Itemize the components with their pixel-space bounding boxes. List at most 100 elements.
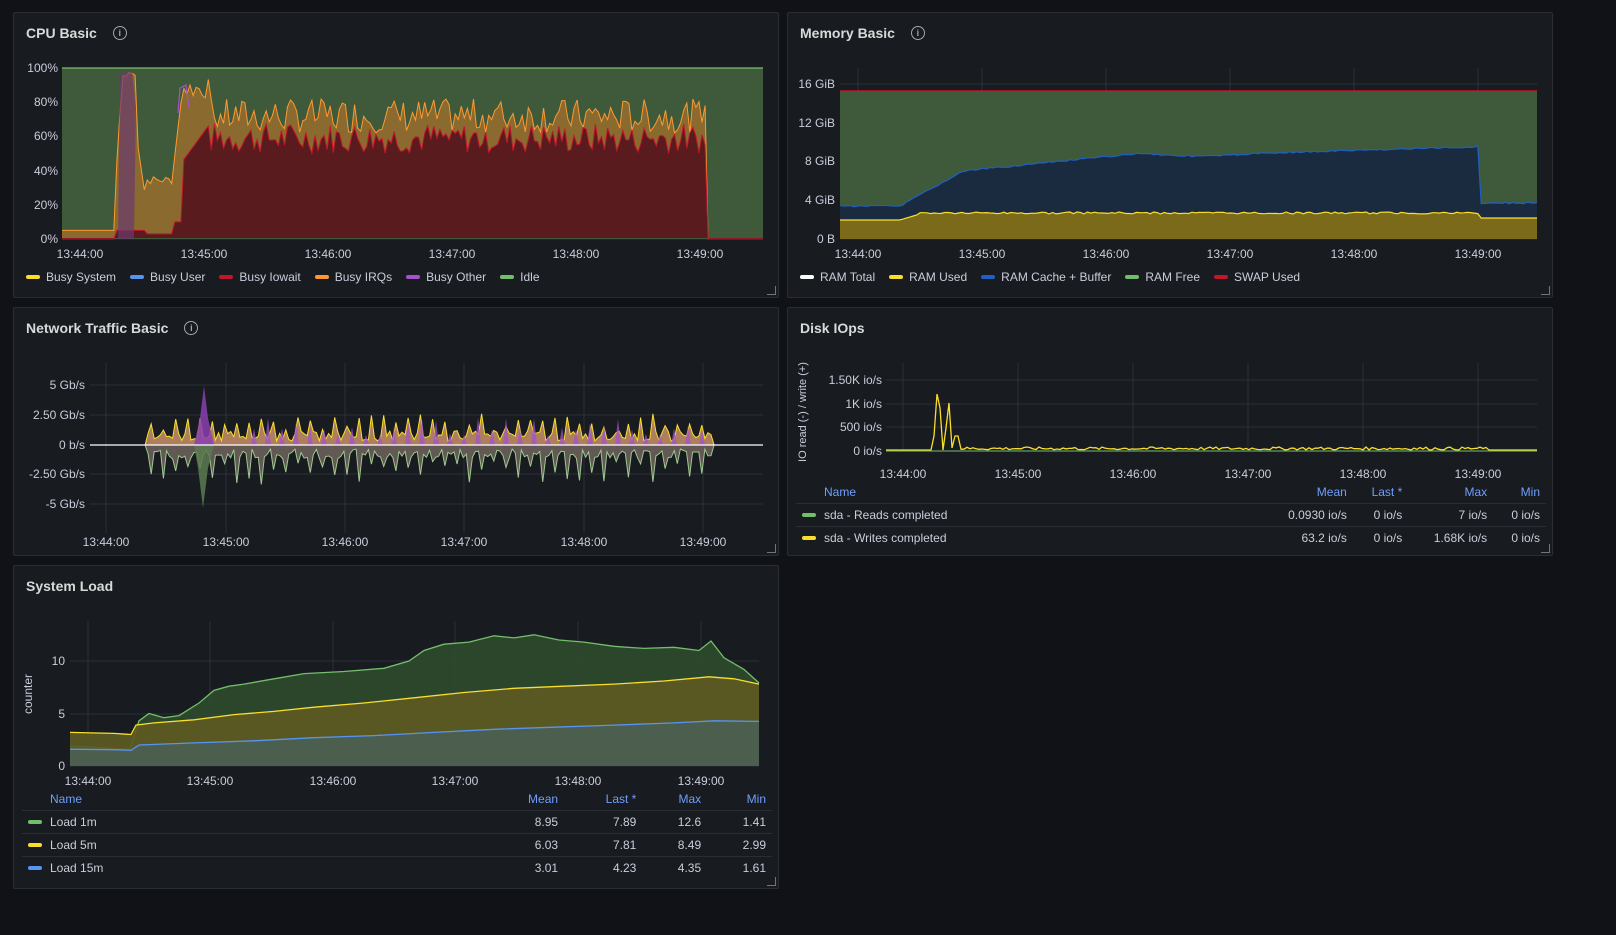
legend-label: RAM Cache + Buffer bbox=[1001, 270, 1112, 284]
legend-item[interactable]: RAM Free bbox=[1125, 270, 1200, 284]
busy-iowait-line bbox=[62, 122, 763, 240]
cpu-chart[interactable]: 100% 80% 60% 40% 20% 0%13:44:00 13:45:00 13:46:… bbox=[14, 13, 780, 263]
load-chart[interactable]: 10 5 013:44:00 13:45:00 13:46:00 13:47:00 13:4… bbox=[14, 566, 780, 794]
y-tick-label: 1.50K io/s bbox=[829, 373, 882, 387]
stat-last: 0 io/s bbox=[1352, 503, 1409, 527]
transmit-spike bbox=[307, 427, 313, 445]
transmit-spike bbox=[335, 432, 341, 445]
column-header[interactable]: Max bbox=[678, 792, 702, 806]
transmit-spike bbox=[475, 417, 481, 445]
table-row[interactable]: Load 15m 3.01 4.23 4.35 1.61 bbox=[22, 856, 772, 879]
series-name[interactable]: sda - Writes completed bbox=[796, 526, 1261, 549]
legend-item[interactable]: SWAP Used bbox=[1214, 270, 1300, 284]
network-chart[interactable]: 5 Gb/s 2.50 Gb/s 0 b/s -2.50 Gb/s -5 Gb/s 13:… bbox=[14, 308, 780, 557]
resize-handle[interactable] bbox=[767, 544, 776, 553]
table-row[interactable]: sda - Reads completed 0.0930 io/s 0 io/s 7 … bbox=[796, 503, 1546, 527]
legend-label: Load 5m bbox=[50, 838, 97, 852]
transmit-spike bbox=[279, 428, 285, 445]
column-header[interactable]: Mean bbox=[528, 792, 559, 806]
legend-label: RAM Free bbox=[1145, 270, 1201, 284]
legend-swatch bbox=[28, 866, 42, 870]
stat-min: 2.99 bbox=[707, 833, 772, 857]
x-tick-label: 13:47:00 bbox=[441, 535, 488, 549]
legend-swatch bbox=[889, 275, 904, 279]
legend-item[interactable]: RAM Cache + Buffer bbox=[981, 270, 1111, 284]
legend-label: Load 15m bbox=[50, 861, 104, 875]
table-row[interactable]: sda - Writes completed 63.2 io/s 0 io/s 1.6… bbox=[796, 526, 1546, 549]
series-name[interactable]: Load 1m bbox=[22, 810, 487, 834]
y-tick-label: 5 Gb/s bbox=[50, 378, 85, 392]
info-icon[interactable]: i bbox=[112, 26, 127, 40]
legend-swatch bbox=[1125, 275, 1140, 279]
panel-title[interactable]: Network Traffic Basic i bbox=[26, 320, 199, 336]
legend-item[interactable]: Busy Iowait bbox=[219, 270, 301, 284]
transmit-spike bbox=[489, 429, 495, 445]
legend-label: RAM Used bbox=[909, 270, 968, 284]
load-15m-line bbox=[69, 720, 760, 751]
series-name[interactable]: Load 15m bbox=[22, 856, 487, 879]
system-load-panel: System Load 10 5 0 13:44:00 13:45:00 13:46:00… bbox=[13, 565, 779, 889]
info-icon[interactable]: i bbox=[184, 321, 199, 335]
column-header[interactable]: Mean bbox=[1316, 485, 1347, 499]
series-name[interactable]: sda - Reads completed bbox=[796, 503, 1261, 527]
disk-chart[interactable]: 1.50K io/s 1K io/s 500 io/s 0 io/s 13:44:00 1… bbox=[788, 308, 1554, 488]
column-header[interactable]: Last * bbox=[605, 792, 637, 806]
legend-swatch bbox=[802, 513, 816, 517]
column-header[interactable]: Max bbox=[1464, 485, 1488, 499]
transmit-area bbox=[90, 413, 763, 445]
legend-item[interactable]: Busy IRQs bbox=[314, 270, 392, 284]
transmit-spike bbox=[601, 425, 607, 445]
transmit-spike bbox=[419, 419, 425, 445]
column-header[interactable]: Min bbox=[1520, 485, 1540, 499]
y-tick-label: -2.50 Gb/s bbox=[29, 467, 85, 481]
legend-item[interactable]: Busy Other bbox=[406, 270, 486, 284]
column-header[interactable]: Last * bbox=[1371, 485, 1403, 499]
stat-min: 0 io/s bbox=[1493, 526, 1546, 549]
y-tick-label: 40% bbox=[34, 164, 58, 178]
stat-mean: 6.03 bbox=[487, 833, 565, 857]
panel-title[interactable]: Memory Basic i bbox=[800, 25, 925, 41]
column-header[interactable]: Name bbox=[50, 792, 83, 806]
transmit-spike bbox=[573, 429, 579, 445]
legend-item[interactable]: RAM Total bbox=[800, 270, 875, 284]
x-tick-label: 13:46:00 bbox=[1083, 247, 1130, 261]
x-tick-label: 13:45:00 bbox=[187, 774, 234, 788]
table-row[interactable]: Load 5m 6.03 7.81 8.49 2.99 bbox=[22, 833, 772, 857]
cpu-legend: Busy System Busy User Busy Iowait Busy IRQs… bbox=[26, 270, 540, 284]
panel-title[interactable]: Disk IOps bbox=[800, 320, 865, 336]
column-header[interactable]: Min bbox=[746, 792, 766, 806]
busy-other-area bbox=[118, 71, 136, 239]
legend-item[interactable]: RAM Used bbox=[889, 270, 967, 284]
resize-handle[interactable] bbox=[1541, 544, 1550, 553]
x-tick-label: 13:44:00 bbox=[835, 247, 882, 261]
ram-cache-line bbox=[839, 145, 1538, 208]
panel-title[interactable]: System Load bbox=[26, 578, 113, 594]
x-tick-label: 13:49:00 bbox=[677, 247, 724, 261]
y-tick-label: 1K io/s bbox=[845, 397, 882, 411]
y-axis-label: IO read (-) / write (+) bbox=[797, 362, 809, 462]
stat-min: 1.41 bbox=[707, 810, 772, 834]
memory-basic-panel: Memory Basic i 16 GiB 12 GiB 8 GiB 4 GiB 0 B… bbox=[787, 12, 1553, 298]
transmit-spike bbox=[251, 428, 257, 445]
info-icon[interactable]: i bbox=[910, 26, 925, 40]
series-name[interactable]: Load 5m bbox=[22, 833, 487, 857]
x-tick-label: 13:46:00 bbox=[305, 247, 352, 261]
resize-handle[interactable] bbox=[767, 286, 776, 295]
legend-swatch bbox=[130, 275, 145, 279]
transmit-spike bbox=[503, 418, 509, 445]
legend-item[interactable]: Busy System bbox=[26, 270, 116, 284]
legend-swatch bbox=[26, 275, 40, 279]
table-row[interactable]: Load 1m 8.95 7.89 12.6 1.41 bbox=[22, 810, 772, 834]
memory-chart[interactable]: 16 GiB 12 GiB 8 GiB 4 GiB 0 B13:44:00 13:45:0… bbox=[788, 13, 1554, 263]
table-header-row: Name Mean Last * Max Min bbox=[796, 481, 1546, 504]
panel-title[interactable]: CPU Basic i bbox=[26, 25, 127, 41]
legend-item[interactable]: Idle bbox=[500, 270, 540, 284]
ram-used-area bbox=[840, 212, 1537, 239]
x-tick-label: 13:47:00 bbox=[1207, 247, 1254, 261]
legend-item[interactable]: Busy User bbox=[130, 270, 205, 284]
resize-handle[interactable] bbox=[767, 877, 776, 886]
column-header[interactable]: Name bbox=[824, 485, 857, 499]
legend-swatch bbox=[802, 536, 816, 540]
resize-handle[interactable] bbox=[1541, 286, 1550, 295]
network-traffic-panel: Network Traffic Basic i 5 Gb/s 2.50 Gb/s 0… bbox=[13, 307, 779, 556]
